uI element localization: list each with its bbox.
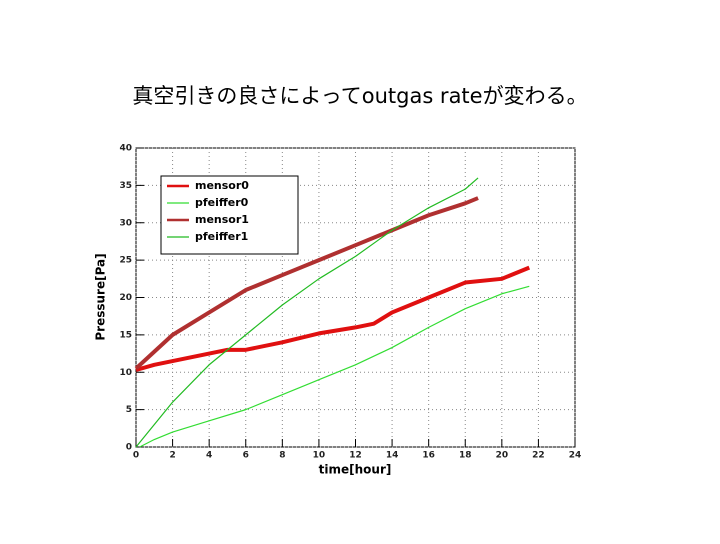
y-tick-label: 5 [126,405,132,415]
x-tick-label: 6 [243,451,249,461]
legend-label: pfeiffer0 [195,196,249,209]
x-tick-label: 16 [422,451,435,461]
y-tick-label: 10 [119,368,132,378]
x-tick-label: 12 [349,451,362,461]
y-tick-label: 30 [119,218,132,228]
y-tick-label: 40 [119,144,132,154]
legend-box [160,175,299,255]
series-line [134,196,479,370]
x-tick-label: 10 [313,451,326,461]
x-tick-label: 0 [133,451,139,461]
x-axis-label: time[hour] [319,463,392,477]
y-axis-label: Pressure[Pa] [94,253,108,340]
x-tick-label: 20 [496,451,509,461]
x-tick-label: 14 [386,451,399,461]
x-tick-label: 22 [532,451,545,461]
slide-title: 真空引きの良さによってoutgas rateが変わる。 [132,84,587,108]
series-line [135,177,479,448]
y-tick-label: 25 [119,256,132,266]
legend-label: mensor1 [195,213,249,226]
legend-label: pfeiffer1 [195,230,248,243]
x-tick-label: 24 [569,451,582,461]
x-tick-label: 2 [169,451,175,461]
y-tick-label: 0 [126,443,132,453]
x-tick-label: 18 [459,451,472,461]
series-line [139,285,530,448]
y-tick-label: 20 [119,293,132,303]
x-tick-label: 8 [279,451,285,461]
x-tick-label: 4 [206,451,212,461]
series-line [135,265,531,372]
legend-label: mensor0 [195,179,249,192]
y-tick-label: 35 [119,181,132,191]
y-tick-label: 15 [119,330,132,340]
